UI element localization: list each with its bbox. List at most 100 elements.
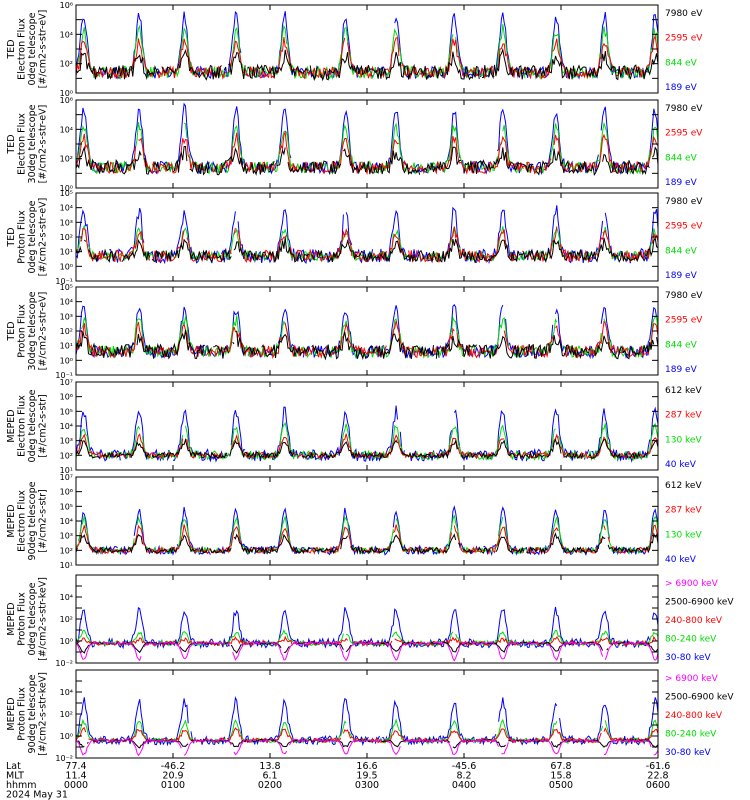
legend-entry: 287 keV	[665, 411, 702, 421]
series-line-8-5	[76, 696, 658, 747]
y-axis-title-line: [#/cm2-s-str-eV]	[38, 198, 49, 277]
legend-entry: 40 keV	[665, 460, 697, 470]
x-tick-label: 0100	[161, 780, 185, 791]
legend-entry: 844 eV	[665, 246, 698, 256]
y-axis-title-line: TED	[6, 321, 17, 341]
legend-entry: > 6900 keV	[665, 674, 719, 684]
series-line-7-1	[76, 641, 658, 662]
x-tick-label: 16.6	[356, 761, 377, 772]
legend-entry: 2595 eV	[665, 222, 703, 232]
y-axis-title-line: Proton Flux	[17, 210, 28, 264]
y-tick-label: 10¹	[60, 342, 73, 351]
x-tick-label: 19.5	[356, 771, 377, 782]
legend-entry: 189 eV	[665, 271, 698, 281]
flux-panel-2: 10⁰ 10² 10⁴ 10⁶ TED Electron Flux 30deg telesc…	[6, 96, 703, 193]
y-tick-label: 10⁴	[60, 688, 73, 697]
y-tick-label: 10⁴	[60, 298, 73, 307]
legend-entry: 612 keV	[665, 481, 702, 491]
legend-entry: 7980 eV	[665, 9, 703, 19]
legend-entry: > 6900 keV	[665, 579, 719, 589]
legend-entry: 130 keV	[665, 435, 702, 445]
y-tick-label: 10⁴	[60, 422, 73, 431]
x-tick-label: 0400	[452, 780, 476, 791]
y-axis-title-line: MEPED	[6, 697, 17, 730]
y-tick-label: 10⁰	[60, 637, 73, 646]
y-axis-title-line: [#/cm2-s-str]	[38, 394, 49, 457]
y-tick-label: 10⁴	[60, 125, 73, 134]
y-axis-title-line: 30deg telescope	[27, 291, 38, 370]
y-tick-label: 10⁴	[60, 517, 73, 526]
series-line-1-1	[76, 47, 658, 82]
x-tick-label: 0300	[355, 780, 379, 791]
date-label: 2024 May 31	[6, 790, 68, 800]
y-axis-title-line: 90deg telescope	[27, 481, 38, 560]
legend-entry: 30-80 keV	[665, 748, 711, 758]
y-axis-title-line: 0deg telescope	[27, 582, 38, 655]
x-tick-label: 15.8	[550, 771, 571, 782]
series-line-6-3	[76, 515, 658, 555]
x-tick-label: 67.8	[550, 761, 571, 772]
legend-entry: 80-240 keV	[665, 635, 717, 645]
legend-entry: 7980 eV	[665, 291, 703, 301]
flux-panel-1: 10⁰ 10² 10⁴ 10⁶ TED Electron Flux 0deg telesco…	[6, 1, 703, 98]
y-axis-title-line: MEPED	[6, 409, 17, 442]
series-line-2-4	[76, 102, 658, 176]
y-axis-title-line: 0deg telescope	[27, 200, 38, 273]
y-axis-title-line: [#/cm2-s-str-keV]	[38, 672, 49, 756]
panel-frame	[75, 4, 659, 94]
series-line-5-1	[76, 437, 658, 460]
legend-entry: 40 keV	[665, 555, 697, 565]
y-tick-label: 10²	[60, 233, 73, 242]
y-axis-title-line: MEPED	[6, 504, 17, 537]
y-axis-title-line: Proton Flux	[17, 592, 28, 646]
y-axis-title-line: [#/cm2-s-str]	[38, 489, 49, 552]
x-tick-label: 22.8	[647, 771, 668, 782]
y-tick-label: 10⁰	[60, 262, 73, 271]
legend-entry: 844 eV	[665, 340, 698, 350]
flux-panel-4: 10⁻¹ 10⁰ 10¹ 10² 10³ 10⁴ 10⁵ TED Proton Flux 30de…	[6, 283, 703, 380]
y-axis-title-line: Electron Flux	[17, 18, 28, 80]
legend-entry: 287 keV	[665, 506, 702, 516]
y-tick-label: 10⁴	[60, 30, 73, 39]
y-tick-label: 10⁶	[60, 393, 73, 402]
legend-entry: 240-800 keV	[665, 711, 723, 721]
y-axis-title-line: [#/cm2-s-str-eV]	[38, 10, 49, 89]
y-axis-title-line: Proton Flux	[17, 687, 28, 741]
y-tick-label: 10⁵	[60, 189, 73, 198]
y-tick-label: 10⁵	[60, 407, 73, 416]
y-tick-label: 10⁰	[60, 356, 73, 365]
legend-entry: 189 eV	[665, 178, 698, 188]
legend-entry: 189 eV	[665, 83, 698, 93]
y-tick-label: 10³	[60, 532, 73, 541]
y-tick-label: 10²	[60, 710, 73, 719]
series-line-2-1	[76, 145, 658, 177]
x-tick-label: 6.1	[262, 771, 277, 782]
x-row-label: MLT	[6, 771, 24, 782]
y-tick-label: 10⁵	[60, 502, 73, 511]
y-axis-title-line: 0deg telescope	[27, 389, 38, 462]
y-tick-label: 10⁰	[60, 89, 73, 98]
legend-entry: 130 keV	[665, 530, 702, 540]
y-tick-label: 10¹	[60, 248, 73, 257]
legend-entry: 2595 eV	[665, 129, 703, 139]
series-line-8-1	[76, 738, 658, 757]
y-axis-title-line: Electron Flux	[17, 490, 28, 552]
x-tick-label: -46.2	[161, 761, 186, 772]
y-axis-title-line: TED	[6, 227, 17, 247]
y-axis-title-line: TED	[6, 134, 17, 154]
y-tick-label: 10²	[60, 327, 73, 336]
x-tick-label: 8.2	[456, 771, 471, 782]
y-tick-label: 10⁻²	[55, 659, 73, 668]
y-tick-label: 10⁰	[60, 184, 73, 193]
legend-entry: 844 eV	[665, 153, 698, 163]
y-axis-title-line: 30deg telescope	[27, 104, 38, 183]
x-tick-label: 20.9	[162, 771, 183, 782]
x-tick-label: 0500	[549, 780, 573, 791]
flux-panel-3: 10⁻¹ 10⁰ 10¹ 10² 10³ 10⁴ 10⁵ TED Proton Flux 0deg…	[6, 189, 703, 286]
y-axis-title-line: [#/cm2-s-str-keV]	[38, 577, 49, 661]
legend-entry: 7980 eV	[665, 197, 703, 207]
x-tick-label: 13.8	[259, 761, 280, 772]
y-axis-title-line: 90deg telescope	[27, 674, 38, 753]
y-tick-label: 10¹	[60, 561, 73, 570]
x-tick-label: 77.4	[65, 761, 86, 772]
